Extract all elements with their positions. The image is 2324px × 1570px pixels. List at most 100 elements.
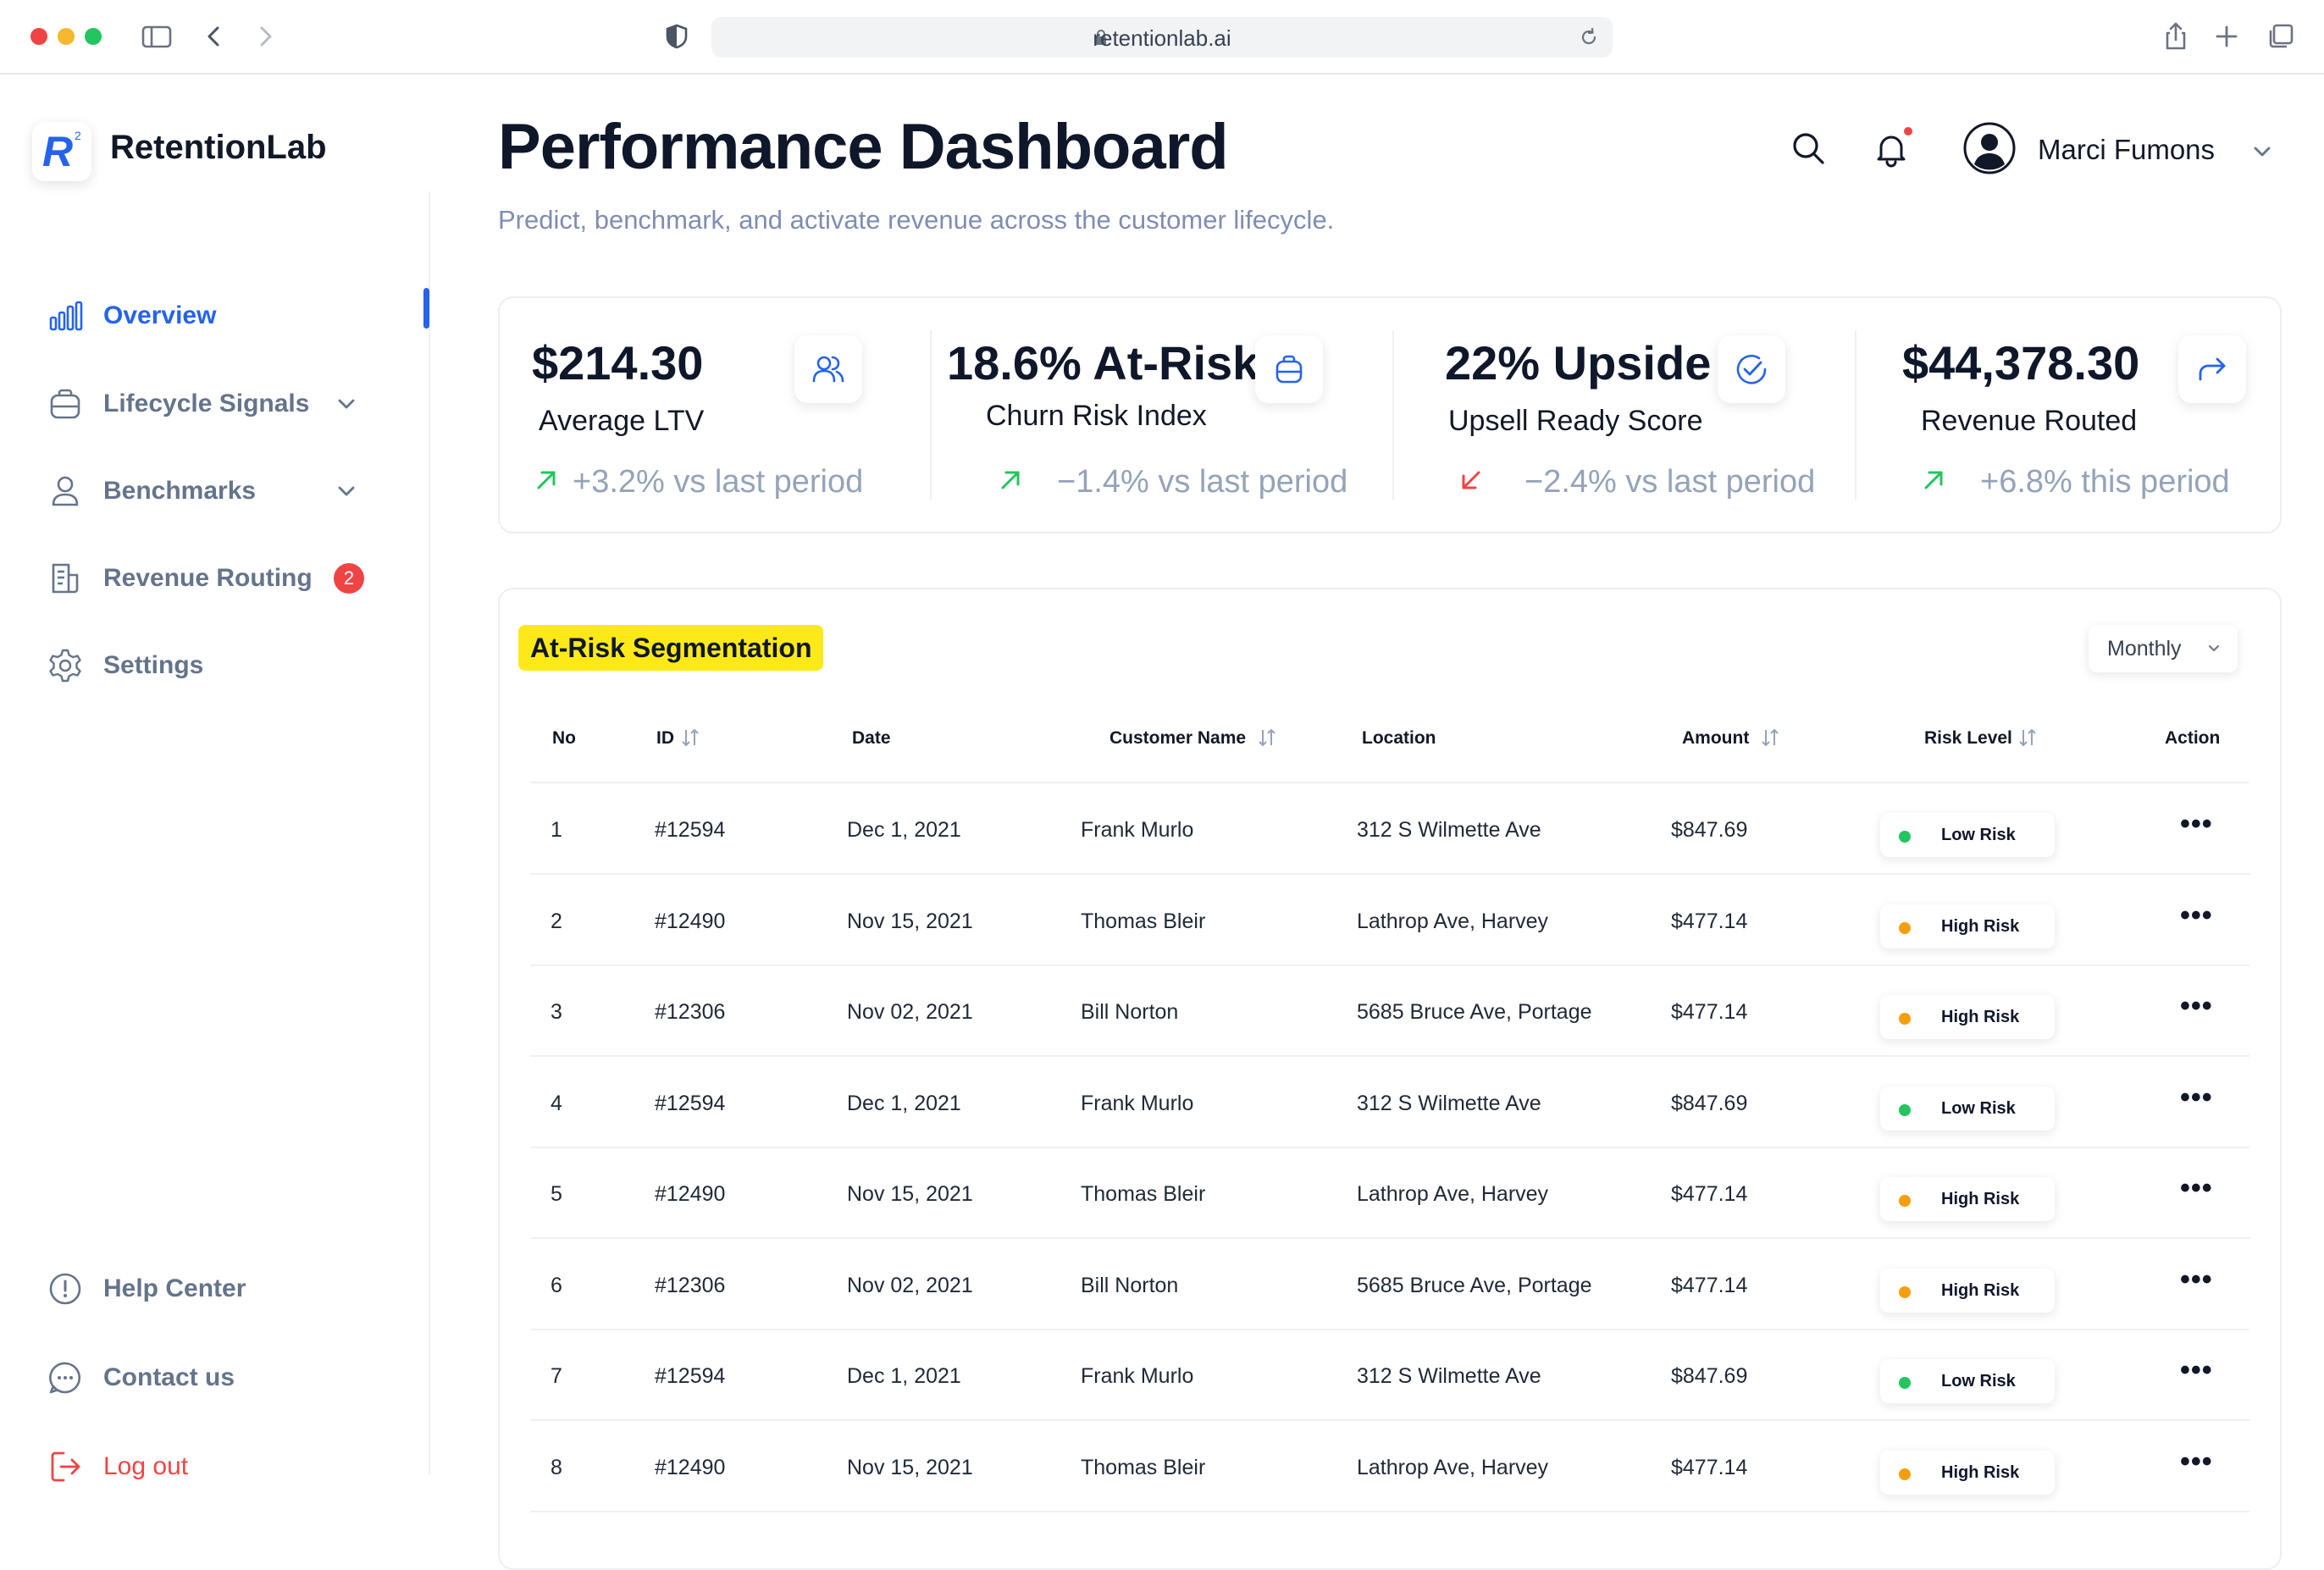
back-icon[interactable]: [196, 19, 232, 54]
chevron-down-icon[interactable]: [334, 478, 359, 504]
more-actions-button[interactable]: •••: [2180, 1081, 2213, 1114]
users-icon: [812, 356, 844, 383]
active-nav-indicator: [423, 288, 429, 329]
user-name[interactable]: Marci Fumons: [2038, 134, 2216, 165]
chevron-down-icon[interactable]: [334, 391, 359, 417]
sidebar-item-label: Help Center: [103, 1274, 246, 1302]
sidebar-item-label: Settings: [103, 651, 204, 679]
kpi-trend: +6.8% this period: [1980, 464, 2230, 500]
cell-id: #12490: [655, 1456, 726, 1479]
sidebar-item-settings[interactable]: Settings: [44, 643, 203, 688]
share-arrow-icon: [2199, 357, 2226, 381]
more-actions-button[interactable]: •••: [2180, 1172, 2213, 1204]
more-actions-button[interactable]: •••: [2180, 808, 2213, 840]
kpi-summary-card: [498, 296, 2282, 533]
kpi-value: 18.6% At-Risk: [947, 336, 1259, 390]
sidebar-item-contact-us[interactable]: Contact us: [44, 1355, 235, 1401]
cell-no: 6: [551, 1274, 562, 1297]
column-header-id[interactable]: ID: [656, 728, 674, 748]
sidebar-item-overview[interactable]: Overview: [44, 293, 216, 339]
cell-no: 7: [551, 1364, 562, 1388]
sidebar-divider: [429, 191, 430, 1475]
sidebar-item-benchmarks[interactable]: Benchmarks: [44, 468, 256, 514]
logout-icon: [44, 1446, 86, 1488]
column-header-customer-name[interactable]: Customer Name: [1109, 728, 1247, 748]
cell-location: Lathrop Ave, Harvey: [1357, 909, 1549, 933]
cell-location: 312 S Wilmette Ave: [1357, 1364, 1541, 1388]
sort-icon[interactable]: [2017, 727, 2038, 749]
privacy-shield-icon[interactable]: [659, 19, 694, 54]
column-header-risk-level[interactable]: Risk Level: [1924, 728, 2012, 748]
more-actions-button[interactable]: •••: [2180, 1263, 2213, 1296]
bell-icon[interactable]: [1872, 129, 1911, 168]
more-actions-button[interactable]: •••: [2180, 1354, 2213, 1386]
sidebar-toggle-icon[interactable]: [139, 19, 174, 54]
address-bar[interactable]: retentionlab.ai: [711, 17, 1613, 58]
cell-id: #12594: [655, 1092, 726, 1115]
risk-badge: Low Risk: [1880, 813, 2055, 857]
cell-date: Nov 15, 2021: [847, 1182, 973, 1206]
risk-label: High Risk: [1941, 917, 2020, 936]
forward-icon[interactable]: [247, 19, 283, 54]
info-icon: [44, 1268, 86, 1310]
bar-chart-icon: [44, 295, 86, 337]
share-icon[interactable]: [2158, 19, 2194, 54]
cell-id: #12490: [655, 909, 726, 933]
close-window-button[interactable]: [30, 28, 47, 45]
chevron-down-icon[interactable]: [2249, 139, 2275, 164]
at-risk-table-card: [498, 588, 2282, 1570]
minimize-window-button[interactable]: [58, 28, 75, 45]
row-divider: [530, 1147, 2249, 1148]
user-icon: [44, 470, 86, 512]
cell-amount: $477.14: [1671, 1456, 1748, 1479]
kpi-value: $44,378.30: [1902, 336, 2140, 390]
risk-badge: High Risk: [1880, 904, 2055, 948]
sidebar-item-lifecycle-signals[interactable]: Lifecycle Signals: [44, 381, 309, 427]
cell-name: Bill Norton: [1081, 1274, 1179, 1297]
low-risk-dot: [1899, 1377, 1911, 1389]
sidebar-item-help-center[interactable]: Help Center: [44, 1266, 246, 1312]
sort-icon[interactable]: [1760, 727, 1780, 749]
maximize-window-button[interactable]: [85, 28, 102, 45]
cell-location: 5685 Bruce Ave, Portage: [1357, 1000, 1592, 1024]
risk-badge: High Risk: [1880, 1269, 2055, 1313]
search-icon[interactable]: [1789, 129, 1828, 168]
low-risk-dot: [1899, 1104, 1911, 1116]
brand-logo[interactable]: R 2: [32, 122, 91, 181]
cell-name: Thomas Bleir: [1081, 1182, 1206, 1206]
sort-icon[interactable]: [680, 727, 700, 749]
row-divider: [530, 1237, 2249, 1239]
more-actions-button[interactable]: •••: [2180, 990, 2213, 1022]
kpi-divider: [1855, 330, 1856, 500]
cell-location: 5685 Bruce Ave, Portage: [1357, 1274, 1592, 1297]
sort-icon[interactable]: [1257, 727, 1277, 749]
gear-icon: [44, 644, 86, 687]
cell-location: 312 S Wilmette Ave: [1357, 1092, 1541, 1115]
cell-id: #12306: [655, 1274, 726, 1297]
sidebar-item-revenue-routing[interactable]: Revenue Routing: [44, 556, 313, 601]
risk-label: High Risk: [1941, 1281, 2020, 1300]
cell-no: 2: [551, 909, 562, 933]
column-header-amount[interactable]: Amount: [1682, 728, 1750, 748]
cell-id: #12306: [655, 1000, 726, 1024]
more-actions-button[interactable]: •••: [2180, 1446, 2213, 1478]
cell-amount: $847.69: [1671, 818, 1748, 842]
kpi-icon-box: [794, 335, 862, 403]
row-divider: [530, 965, 2249, 966]
bag-icon: [1275, 355, 1303, 384]
new-tab-icon[interactable]: [2209, 19, 2244, 54]
risk-badge: High Risk: [1880, 1177, 2055, 1221]
period-select-value: Monthly: [2107, 637, 2182, 661]
sidebar-item-label: Log out: [103, 1452, 189, 1480]
sidebar-item-log-out[interactable]: Log out: [44, 1444, 188, 1490]
kpi-trend: +3.2% vs last period: [573, 464, 864, 500]
period-select[interactable]: Monthly: [2089, 625, 2238, 672]
risk-label: High Risk: [1941, 1008, 2020, 1026]
kpi-label: Churn Risk Index: [986, 400, 1207, 432]
reload-icon[interactable]: [1579, 27, 1599, 47]
avatar[interactable]: [1963, 122, 2016, 174]
more-actions-button[interactable]: •••: [2180, 899, 2213, 931]
notification-dot: [1904, 127, 1912, 135]
risk-badge: Low Risk: [1880, 1359, 2055, 1403]
tab-overview-icon[interactable]: [2263, 19, 2299, 54]
